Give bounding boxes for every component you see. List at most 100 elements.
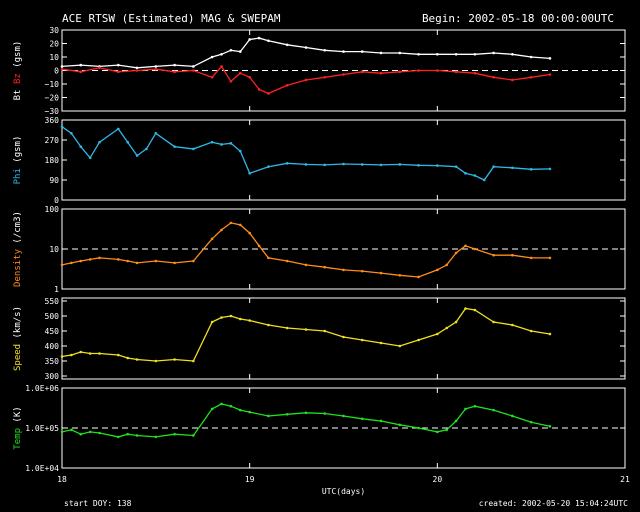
data-point <box>398 70 402 74</box>
data-point <box>511 166 514 170</box>
data-point <box>192 65 195 68</box>
data-point <box>454 251 458 255</box>
data-point <box>445 428 449 432</box>
data-point <box>117 127 120 131</box>
data-point <box>529 256 533 260</box>
data-point <box>257 88 261 91</box>
data-point <box>79 70 83 74</box>
panel-density: 100 10 1 Density (/cm3) <box>13 205 626 294</box>
start-doy: start DOY: 138 <box>64 499 132 508</box>
y-axis-label: Phi (gsm) <box>13 136 23 185</box>
data-point <box>88 430 92 434</box>
data-point <box>248 38 251 41</box>
data-point <box>210 237 214 241</box>
data-point <box>398 344 402 348</box>
data-point <box>70 132 73 135</box>
data-point <box>173 358 176 361</box>
data-point <box>229 142 233 145</box>
series-line-bt <box>61 37 550 69</box>
y-axis-label-part: Temp <box>13 428 23 450</box>
data-point <box>88 352 92 355</box>
data-point <box>473 247 477 251</box>
data-point <box>229 404 233 408</box>
data-point <box>379 271 383 275</box>
created-timestamp: created: 2002-05-20 15:04:24UTC <box>479 499 628 508</box>
data-point <box>492 75 495 79</box>
data-point <box>436 268 439 272</box>
data-point <box>238 71 242 75</box>
y-tick-label: −20 <box>45 94 60 103</box>
data-point <box>88 156 92 160</box>
data-point <box>304 78 308 82</box>
data-point <box>70 428 73 432</box>
data-point <box>379 163 383 167</box>
data-point <box>135 154 139 157</box>
data-point <box>238 317 242 321</box>
y-axis-label-part: Bz <box>13 73 23 89</box>
data-point <box>417 275 420 279</box>
data-point <box>173 63 176 67</box>
panel-frame <box>61 297 626 380</box>
data-point <box>117 435 120 439</box>
data-point <box>454 53 458 56</box>
y-tick-label: 1.0E+05 <box>25 424 59 433</box>
data-point <box>304 46 308 49</box>
data-point <box>117 353 120 357</box>
data-point <box>220 316 223 319</box>
y-axis-label: Bt Bz (gsm) <box>13 41 23 101</box>
data-point <box>342 162 345 166</box>
data-point <box>60 355 64 358</box>
x-axis-label: UTC(days) <box>322 487 365 496</box>
data-point <box>473 404 477 408</box>
data-point <box>445 326 449 330</box>
data-point <box>342 335 345 339</box>
data-point <box>398 51 402 55</box>
data-point <box>464 307 467 310</box>
data-point <box>192 69 195 72</box>
data-point <box>267 414 270 418</box>
y-tick-label: 90 <box>49 176 59 185</box>
data-point <box>360 417 364 421</box>
data-point <box>360 269 364 273</box>
data-point <box>323 412 327 415</box>
data-point <box>492 253 495 257</box>
data-point <box>492 165 495 168</box>
data-point <box>454 70 458 74</box>
data-point <box>548 425 552 428</box>
data-point <box>257 36 261 40</box>
series-line-temp <box>61 403 551 438</box>
panel-mag: 30 20 10 0 −10 −20 −30 Bt Bz (gsm) <box>13 26 626 116</box>
data-point <box>285 84 289 87</box>
data-point <box>173 70 176 74</box>
data-point <box>267 92 270 95</box>
data-point <box>60 65 64 68</box>
data-point <box>454 419 458 423</box>
data-point <box>126 356 129 360</box>
data-point <box>454 320 458 324</box>
data-point <box>154 65 158 68</box>
data-point <box>229 314 233 318</box>
y-axis-label-part: Phi <box>13 168 23 184</box>
data-point <box>360 50 364 53</box>
data-point <box>436 332 439 336</box>
y-axis-label-part: (/cm3) <box>13 211 23 249</box>
data-point <box>417 164 420 167</box>
y-axis-label-part: Bt <box>13 89 23 100</box>
data-point <box>360 70 364 74</box>
data-point <box>154 132 158 135</box>
data-point <box>511 414 514 418</box>
data-point <box>79 350 83 354</box>
y-tick-label: 10 <box>49 53 59 62</box>
data-point <box>398 423 402 427</box>
panel-temp: 1.0E+06 1.0E+05 1.0E+04 Temp (K) <box>13 384 626 473</box>
data-point <box>70 353 73 357</box>
data-point <box>126 259 129 263</box>
y-tick-label: 450 <box>45 327 60 336</box>
data-point <box>323 163 327 167</box>
data-point <box>60 67 64 71</box>
data-point <box>379 51 383 55</box>
y-axis-label-part: Density <box>13 248 23 287</box>
data-point <box>173 261 176 265</box>
